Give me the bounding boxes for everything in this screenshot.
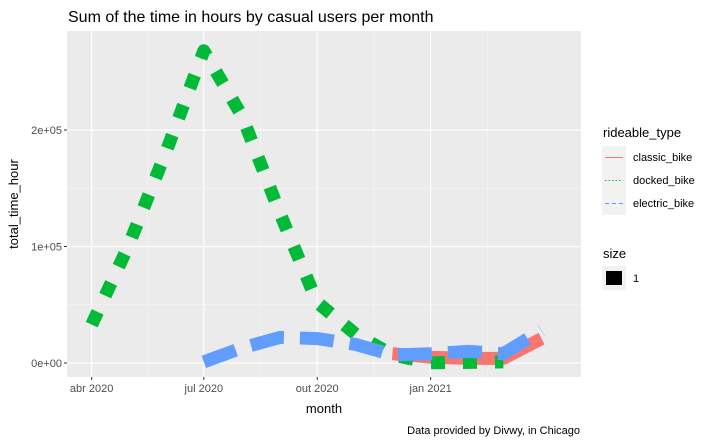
- x-axis: abr 2020 jul 2020 out 2020 jan 2021: [70, 377, 452, 395]
- legend-label-electric_bike: electric_bike: [633, 198, 694, 210]
- size-legend-title: size: [603, 246, 626, 261]
- series-lines: [85, 44, 545, 370]
- y-axis-title: total_time_hour: [6, 159, 21, 249]
- legend: classic_bike docked_bike electric_bike: [602, 146, 695, 215]
- x-axis-title: month: [306, 401, 342, 416]
- chart-title: Sum of the time in hours by casual users…: [68, 9, 434, 26]
- series-line-docked_bike: [85, 44, 504, 370]
- legend-key-bg: [602, 169, 626, 192]
- y-axis: 0e+00 1e+05 2e+05: [31, 125, 67, 370]
- y-tick-label: 2e+05: [31, 125, 62, 137]
- legend-label-classic_bike: classic_bike: [633, 152, 692, 164]
- x-tick-label: jul 2020: [184, 383, 224, 395]
- y-tick-label: 0e+00: [31, 358, 62, 370]
- size-legend-swatch: [606, 271, 622, 285]
- y-tick-label: 1e+05: [31, 242, 62, 254]
- chart-caption: Data provided by Divwy, in Chicago: [407, 425, 580, 437]
- legend-title: rideable_type: [603, 125, 681, 140]
- x-tick-label: jan 2021: [409, 383, 452, 395]
- size-legend-label: 1: [633, 273, 639, 285]
- x-tick-label: abr 2020: [70, 383, 113, 395]
- plot-panel: [67, 31, 581, 377]
- legend-label-docked_bike: docked_bike: [633, 175, 695, 187]
- x-tick-label: out 2020: [296, 383, 339, 395]
- series-line-electric_bike: [201, 324, 545, 369]
